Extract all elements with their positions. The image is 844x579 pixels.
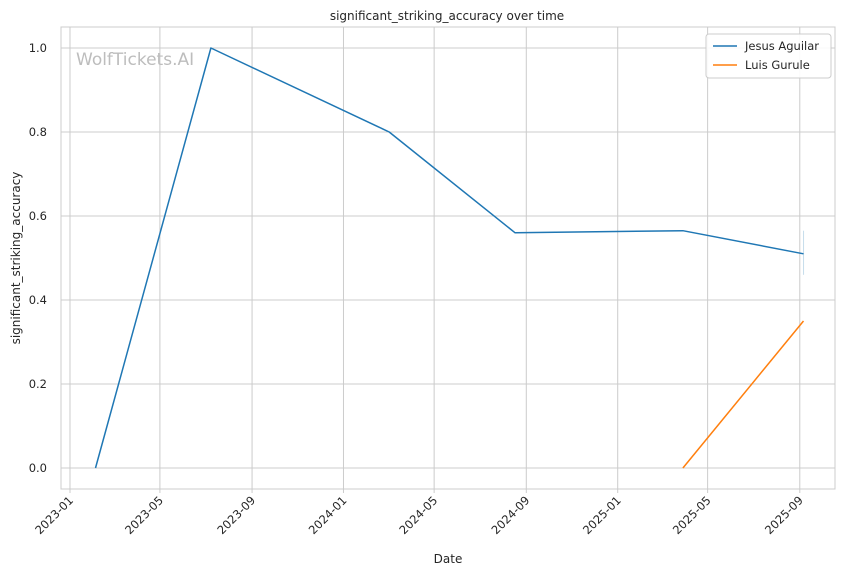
y-tick-label: 0.6 xyxy=(29,209,47,223)
x-tick-label: 2024-05 xyxy=(396,493,440,537)
x-tick-label: 2024-01 xyxy=(306,493,350,537)
y-tick-label: 1.0 xyxy=(29,41,47,55)
legend-label: Luis Gurule xyxy=(745,58,810,72)
series-line-2 xyxy=(682,320,805,469)
plot-frame xyxy=(60,26,836,490)
legend: Jesus Aguilar Luis Gurule xyxy=(705,33,832,79)
legend-box xyxy=(705,33,832,79)
x-tick-label: 2025-05 xyxy=(670,493,714,537)
series-line-1 xyxy=(94,47,804,469)
legend-label: Jesus Aguilar xyxy=(744,39,819,53)
y-tick-label: 0.4 xyxy=(29,293,47,307)
y-tick-label: 0.8 xyxy=(29,125,47,139)
y-tick-label: 0.2 xyxy=(29,377,47,391)
x-axis-title: Date xyxy=(434,552,463,566)
x-tick-label: 2025-09 xyxy=(762,493,806,537)
x-tick-label: 2023-05 xyxy=(122,493,166,537)
x-tick-label: 2025-01 xyxy=(580,493,624,537)
series-layer xyxy=(94,47,805,469)
grid xyxy=(61,27,835,493)
watermark: WolfTickets.AI xyxy=(76,50,194,70)
chart-title: significant_striking_accuracy over time xyxy=(330,9,564,23)
x-tick-label: 2023-09 xyxy=(214,493,258,537)
y-tick-label: 0.0 xyxy=(29,461,47,475)
x-tick-label: 2023-01 xyxy=(32,493,76,537)
y-axis-title: significant_striking_accuracy xyxy=(9,172,23,345)
x-tick-label: 2024-09 xyxy=(489,493,533,537)
